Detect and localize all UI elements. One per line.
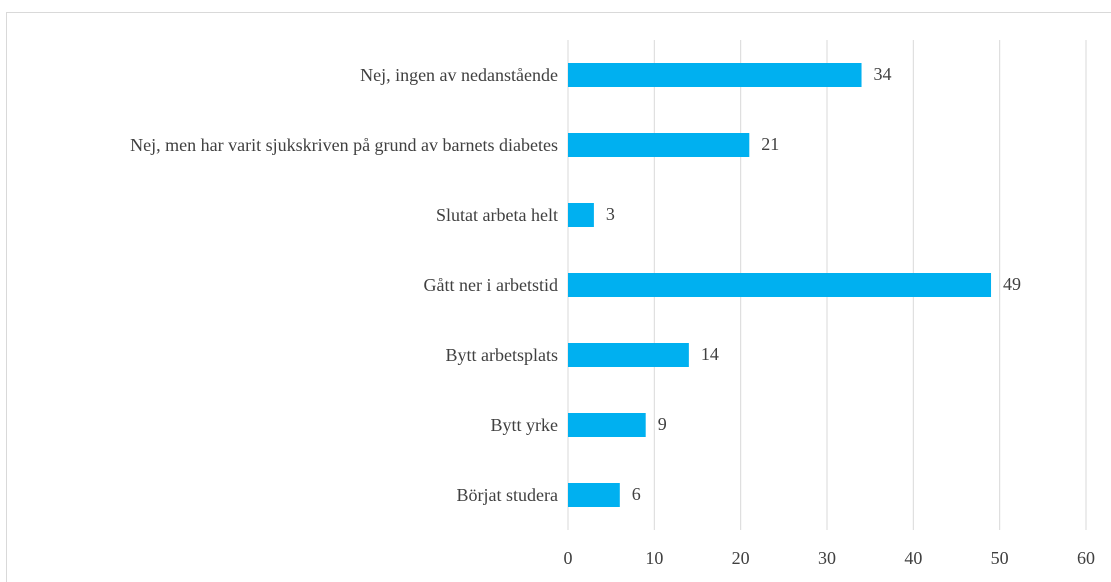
value-label: 14 <box>701 344 719 364</box>
value-label: 21 <box>761 134 779 154</box>
bar <box>568 63 862 87</box>
x-tick-label: 20 <box>732 548 750 568</box>
value-label: 49 <box>1003 274 1021 294</box>
bar <box>568 413 646 437</box>
bar <box>568 273 992 297</box>
y-tick-label: Bytt arbetsplats <box>445 345 558 365</box>
y-tick-label: Slutat arbeta helt <box>436 205 558 225</box>
value-label: 3 <box>606 204 615 224</box>
value-label: 6 <box>632 484 641 504</box>
x-tick-label: 10 <box>645 548 663 568</box>
x-tick-label: 0 <box>564 548 573 568</box>
bar <box>568 203 594 227</box>
y-tick-label: Gått ner i arbetstid <box>423 275 558 295</box>
value-label: 34 <box>874 64 892 84</box>
y-tick-label: Nej, ingen av nedanstående <box>360 65 558 85</box>
frame <box>6 12 1111 582</box>
y-tick-label: Börjat studera <box>456 485 558 505</box>
x-tick-label: 30 <box>818 548 836 568</box>
x-tick-label: 50 <box>991 548 1009 568</box>
y-tick-label: Nej, men har varit sjukskriven på grund … <box>130 135 558 155</box>
x-tick-label: 40 <box>904 548 922 568</box>
bar <box>568 343 689 367</box>
bar <box>568 483 620 507</box>
y-tick-label: Bytt yrke <box>490 415 559 435</box>
x-tick-label: 60 <box>1077 548 1095 568</box>
bar <box>568 133 750 157</box>
value-label: 9 <box>658 414 667 434</box>
